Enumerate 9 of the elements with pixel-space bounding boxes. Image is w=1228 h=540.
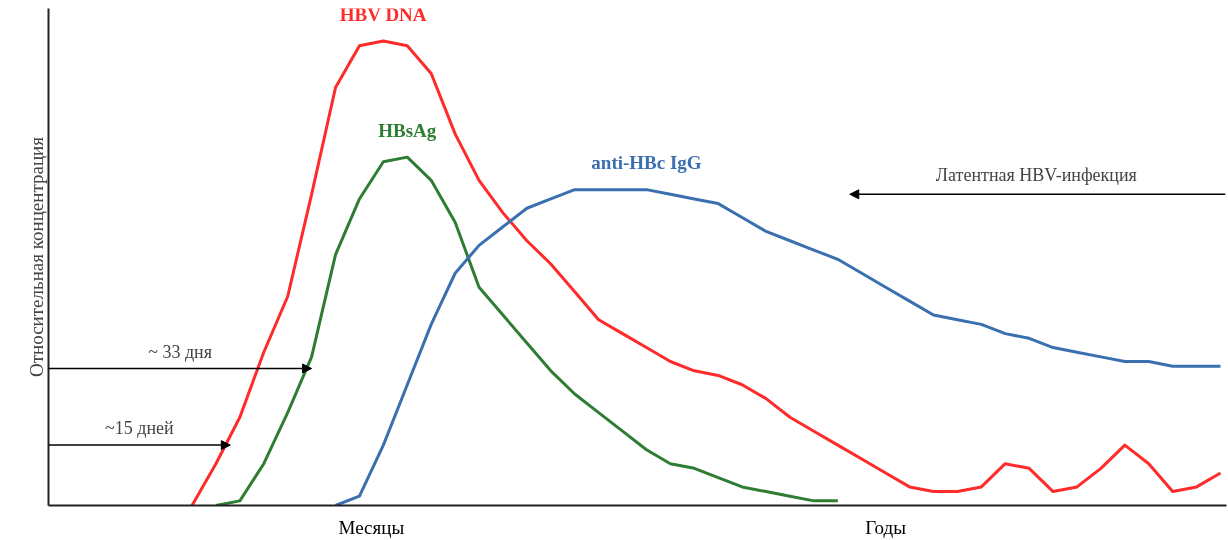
- text: Годы: [865, 516, 907, 538]
- series-label: HBV DNA: [339, 3, 427, 25]
- series-label: HBsAg: [378, 119, 437, 141]
- text: Месяцы: [338, 516, 405, 538]
- annotation: ~15 дней: [105, 418, 175, 439]
- y-axis-title: Относительная концентрация: [25, 136, 47, 377]
- annotation: Латентная HBV-инфекция: [935, 165, 1137, 185]
- annotation: ~ 33 дня: [148, 341, 212, 362]
- series-label: anti-HBc IgG: [591, 152, 702, 174]
